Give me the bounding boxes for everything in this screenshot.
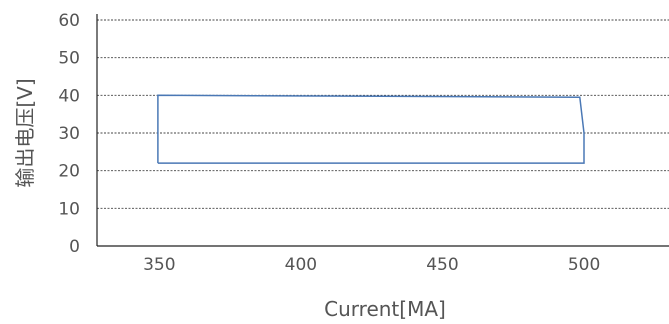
- x-tick-label: 400: [285, 255, 317, 275]
- y-tick-label: 10: [58, 199, 80, 219]
- x-tick-label: 350: [143, 255, 175, 275]
- y-tick-label: 50: [58, 49, 80, 69]
- series-line-0: [157, 94, 585, 164]
- series-layer: [157, 94, 585, 164]
- y-tick-label: 40: [58, 86, 80, 106]
- x-tick-label: 450: [426, 255, 458, 275]
- y-tick-labels: 0 10 20 30 40 50 60: [58, 11, 80, 257]
- y-tick-label: 30: [58, 124, 80, 144]
- y-axis-title: 输出电压[V]: [13, 78, 37, 187]
- y-tick-label: 0: [69, 237, 80, 257]
- grid-lines: [97, 19, 669, 209]
- axes: [96, 14, 669, 247]
- y-tick-label: 60: [58, 11, 80, 31]
- x-tick-label: 500: [568, 255, 600, 275]
- y-tick-label: 20: [58, 162, 80, 182]
- x-axis-title: Current[MA]: [324, 297, 446, 321]
- x-tick-labels: 350 400 450 500: [143, 255, 600, 275]
